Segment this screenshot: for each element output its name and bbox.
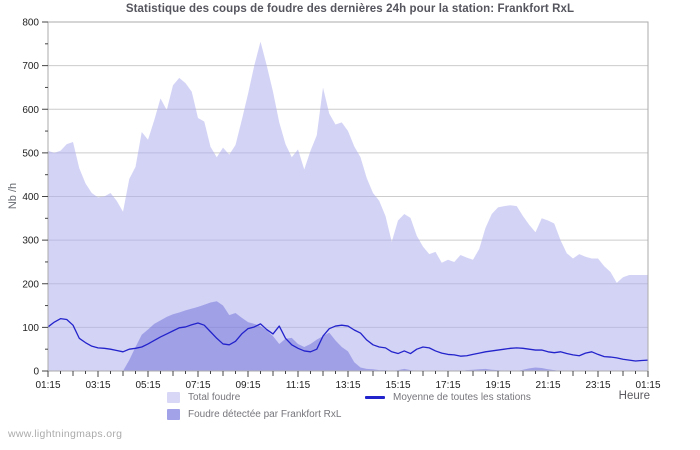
y-tick-label: 100 [22,323,39,334]
x-tick-label: 17:15 [435,380,460,391]
x-tick-label: 15:15 [385,380,410,391]
x-tick-label: 01:15 [35,380,60,391]
y-tick-label: 700 [22,61,39,72]
y-tick-label: 500 [22,148,39,159]
x-tick-label: 07:15 [185,380,210,391]
x-tick-label: 21:15 [535,380,560,391]
legend-row-2: Foudre détectée par Frankfort RxL [167,409,341,420]
total-foudre-area [48,41,648,371]
y-tick-label: 400 [22,192,39,203]
x-tick-label: 19:15 [485,380,510,391]
x-tick-label: 01:15 [635,380,660,391]
legend-item-total: Total foudre [167,392,240,403]
x-tick-label: 11:15 [286,380,311,391]
total-foudre-swatch [167,392,180,403]
y-tick-label: 300 [22,236,39,247]
x-axis-label: Heure [618,390,650,402]
detected-foudre-area [48,301,648,371]
x-tick-label: 23:15 [585,380,610,391]
watermark-url: www.lightningmaps.org [8,428,123,440]
detected-foudre-label: Foudre détectée par Frankfort RxL [188,409,342,420]
legend-row-1: Total foudre [167,392,240,403]
mean-label: Moyenne de toutes les stations [393,392,531,403]
x-tick-label: 03:15 [85,380,110,391]
y-axis-label: Nb /h [7,182,19,210]
total-foudre-label: Total foudre [188,392,241,403]
mean-line [47,318,649,362]
chart-title: Statistique des coups de foudre des dern… [125,3,575,15]
x-tick-label: 05:15 [135,380,160,391]
y-tick-label: 600 [22,105,39,116]
legend-item-detected: Foudre détectée par Frankfort RxL [167,409,341,420]
x-tick-label: 09:15 [235,380,260,391]
mean-line-sample [365,396,385,399]
y-tick-label: 800 [22,18,39,29]
y-tick-label: 0 [33,367,39,378]
x-tick-label: 13:15 [335,380,360,391]
legend-item-mean: Moyenne de toutes les stations [365,392,531,403]
y-tick-label: 200 [22,279,39,290]
detected-foudre-swatch [167,409,180,420]
